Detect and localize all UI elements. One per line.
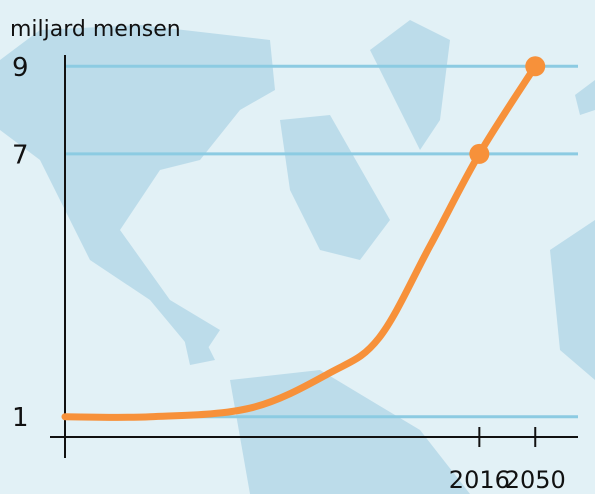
y-tick-label: 9 xyxy=(12,53,29,83)
data-point xyxy=(469,143,490,164)
data-point xyxy=(525,56,546,77)
x-tick-label: 2050 xyxy=(505,466,566,494)
map-shape xyxy=(370,20,450,150)
map-shape xyxy=(575,80,595,115)
map-shape xyxy=(0,25,275,360)
y-axis-title: miljard mensen xyxy=(10,17,181,42)
map-shape xyxy=(550,220,595,380)
map-shape xyxy=(280,115,390,260)
map-shape xyxy=(180,320,215,365)
y-tick-label: 7 xyxy=(12,140,29,170)
y-tick-label: 1 xyxy=(12,403,29,433)
x-tick-label: 2016 xyxy=(449,466,510,494)
world-map xyxy=(0,20,595,494)
map-shape xyxy=(230,370,470,494)
